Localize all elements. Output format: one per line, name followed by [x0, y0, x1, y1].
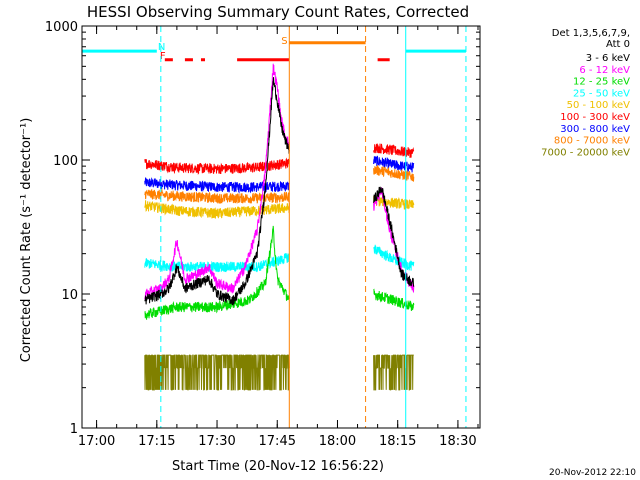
series-line: [144, 77, 290, 306]
legend-header: Det 1,3,5,6,7,9,: [552, 28, 630, 39]
series-group: [144, 63, 415, 391]
legend-entry: 300 - 800 keV: [560, 124, 630, 135]
x-tick-label: 18:00: [319, 434, 356, 449]
series-line: [373, 196, 415, 210]
footer-timestamp: 20-Nov-2012 22:10: [549, 468, 636, 478]
series-line: [144, 225, 290, 320]
flag-letter-n: N: [158, 42, 165, 53]
flag-letter-s: S: [281, 36, 287, 47]
flag-bars: NF S: [82, 36, 466, 62]
series-line: [373, 186, 415, 287]
series-line: [373, 244, 415, 271]
legend-entry: 50 - 100 keV: [567, 100, 631, 111]
series-line: [144, 253, 290, 273]
legend-entry: 25 - 50 keV: [573, 88, 630, 99]
series-line: [373, 288, 415, 312]
y-tick-label: 1000: [45, 20, 78, 35]
y-axis-label: Corrected Count Rate (s⁻¹ detector⁻¹): [19, 118, 34, 363]
legend-entry: 12 - 25 keV: [573, 77, 630, 88]
legend-entry: 6 - 12 keV: [579, 65, 630, 76]
legend-entry: 100 - 300 keV: [560, 112, 630, 123]
x-tick-label: 17:30: [198, 434, 235, 449]
y-tick-label: 10: [61, 288, 78, 303]
x-tick-label: 17:00: [78, 434, 115, 449]
series-line: [373, 165, 415, 182]
series-12-25-kev: [144, 225, 415, 320]
series-line: [144, 200, 290, 219]
series-7000-20000-kev: [144, 354, 414, 391]
legend-header: Att 0: [606, 39, 630, 50]
series-800-7000-kev: [144, 165, 415, 204]
series-line: [144, 63, 290, 300]
y-tick-label: 1: [70, 422, 78, 437]
y-tick-label: 100: [53, 154, 78, 169]
legend-entry: 7000 - 20000 keV: [541, 147, 630, 158]
x-tick-label: 18:30: [439, 434, 476, 449]
series-line: [144, 187, 290, 204]
legend-entry: 800 - 7000 keV: [554, 136, 630, 147]
x-tick-label: 17:45: [259, 434, 296, 449]
series-3-6-kev: [144, 77, 415, 306]
flag-letter-f: F: [160, 51, 166, 62]
x-tick-label: 17:15: [138, 434, 175, 449]
series-line: [144, 354, 290, 391]
legend-entry: 3 - 6 keV: [586, 53, 630, 64]
series-line: [144, 177, 290, 194]
series-25-50-kev: [144, 244, 415, 273]
x-tick-label: 18:15: [379, 434, 416, 449]
axes: 17:00 17:15 17:30 17:45 18:00 18:15 18:30 1 10 10…: [45, 20, 480, 449]
series-line: [373, 155, 415, 173]
x-axis-label: Start Time (20-Nov-12 16:56:22): [172, 459, 384, 474]
series-line: [373, 354, 414, 391]
series-line: [373, 143, 415, 158]
chart-title: HESSI Observing Summary Count Rates, Cor…: [87, 3, 469, 21]
plot-frame: [81, 25, 481, 429]
series-50-100-kev: [144, 196, 415, 219]
marker-lines: [160, 26, 467, 428]
